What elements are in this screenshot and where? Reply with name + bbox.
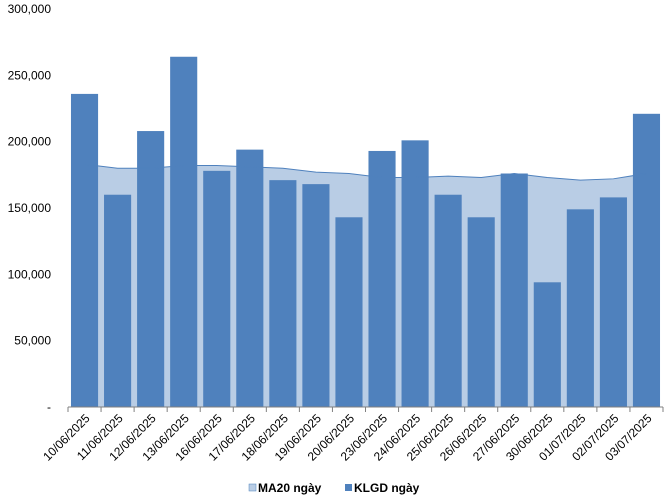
bar-25/06/2025 bbox=[434, 194, 462, 407]
bar-26/06/2025 bbox=[467, 217, 495, 407]
bar-10/06/2025 bbox=[70, 93, 99, 407]
bar-13/06/2025 bbox=[170, 56, 198, 407]
bar-01/07/2025 bbox=[566, 209, 594, 407]
ma20-area bbox=[84, 164, 647, 407]
bar-27/06/2025 bbox=[500, 173, 528, 407]
bar-20/06/2025 bbox=[335, 217, 363, 407]
legend: MA20 ngày KLGD ngày bbox=[248, 481, 420, 495]
bar-12/06/2025 bbox=[137, 131, 165, 407]
y-axis-ticks: - 50,000 100,000 150,000 200,000 250,000 300,0… bbox=[8, 2, 52, 414]
y-tick-label: - bbox=[47, 400, 51, 414]
bar-30/06/2025 bbox=[533, 282, 561, 407]
y-tick-label: 100,000 bbox=[8, 267, 52, 281]
bar-layer bbox=[70, 56, 661, 408]
bar-03/07/2025 bbox=[632, 113, 661, 407]
bar-02/07/2025 bbox=[599, 197, 627, 407]
x-axis-ticks: 10/06/202511/06/202512/06/202513/06/2025… bbox=[40, 407, 664, 464]
y-tick-label: 50,000 bbox=[14, 334, 51, 348]
bar-11/06/2025 bbox=[104, 194, 132, 407]
bar-24/06/2025 bbox=[401, 140, 429, 407]
y-tick-label: 300,000 bbox=[8, 2, 52, 16]
y-tick-label: 250,000 bbox=[8, 68, 52, 82]
bar-17/06/2025 bbox=[236, 149, 264, 408]
legend-swatch-ma20 bbox=[248, 483, 257, 492]
bar-16/06/2025 bbox=[203, 170, 231, 407]
legend-label-klgd: KLGD ngày bbox=[354, 481, 420, 495]
ma20-line bbox=[84, 163, 647, 181]
y-tick-label: 200,000 bbox=[8, 135, 52, 149]
bar-23/06/2025 bbox=[368, 150, 396, 407]
ma20-line-layer bbox=[84, 163, 647, 181]
legend-swatch-klgd bbox=[345, 484, 352, 491]
y-tick-label: 150,000 bbox=[8, 201, 52, 215]
ma20-area-layer bbox=[84, 164, 647, 407]
bar-18/06/2025 bbox=[269, 180, 297, 407]
legend-label-ma20: MA20 ngày bbox=[258, 481, 322, 495]
bar-19/06/2025 bbox=[302, 184, 330, 407]
